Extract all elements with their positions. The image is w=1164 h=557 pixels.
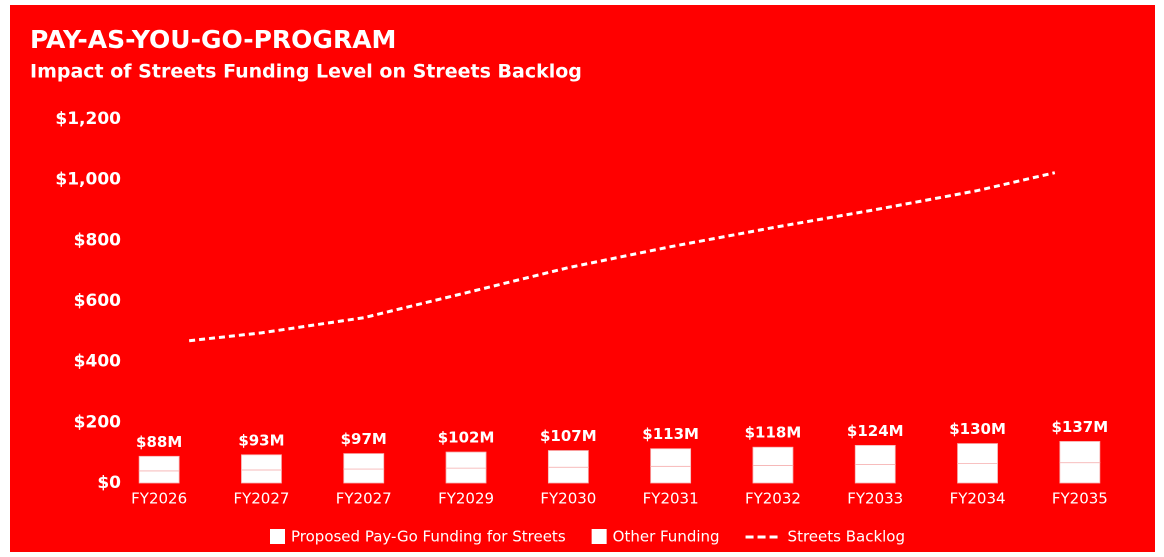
bar-segment (854, 444, 896, 465)
bar-segment (650, 448, 692, 467)
bar-segment (1059, 441, 1101, 464)
chart-title: PAY-AS-YOU-GO-PROGRAM (30, 25, 396, 54)
bar-segment (343, 453, 385, 470)
x-tick-label: FY2035 (1052, 490, 1108, 508)
bar-segment (752, 465, 794, 484)
y-tick-label: $800 (74, 230, 121, 250)
legend-label: Streets Backlog (788, 528, 905, 546)
bar-segment (854, 464, 896, 484)
x-tick-label: FY2031 (643, 490, 699, 508)
y-tick-label: $1,200 (55, 109, 121, 129)
bar-segment (138, 470, 180, 484)
value-label: $124M (847, 422, 904, 440)
value-label: $118M (745, 424, 802, 442)
value-label: $107M (540, 427, 597, 445)
bar-segment (138, 455, 180, 472)
legend-swatch (591, 529, 607, 544)
x-tick-label: FY2029 (438, 490, 494, 508)
x-tick-label: FY2027 (336, 490, 392, 508)
x-tick-label: FY2033 (847, 490, 903, 508)
bar-segment (547, 466, 589, 484)
value-label: $97M (341, 430, 387, 448)
bar-segment (1059, 462, 1101, 484)
bar-segment (343, 468, 385, 484)
bar-segment (957, 463, 998, 484)
y-tick-label: $0 (97, 473, 121, 493)
value-label: $88M (136, 433, 182, 451)
backlog-line (188, 171, 1056, 343)
value-label: $130M (949, 420, 1006, 438)
bar-segment (241, 469, 282, 484)
value-label: $102M (438, 429, 495, 447)
x-tick-label: FY2032 (745, 490, 801, 508)
legend-swatch (270, 529, 285, 544)
x-tick-label: FY2030 (540, 490, 596, 508)
legend-label: Proposed Pay-Go Funding for Streets (291, 528, 566, 546)
x-tick-label: FY2034 (950, 490, 1006, 508)
y-tick-label: $1,000 (55, 170, 121, 190)
x-tick-label: FY2026 (131, 490, 187, 508)
value-label: $93M (238, 431, 284, 449)
bar-segment (957, 443, 998, 464)
bar-segment (445, 451, 487, 469)
chart-subtitle: Impact of Streets Funding Level on Stree… (30, 61, 582, 83)
bar-segment (547, 450, 589, 468)
value-label: $113M (642, 425, 699, 443)
y-tick-label: $600 (74, 291, 121, 311)
x-tick-label: FY2027 (233, 490, 289, 508)
legend-label: Other Funding (613, 528, 720, 546)
value-label: $137M (1052, 418, 1109, 436)
bar-segment (445, 467, 487, 484)
y-tick-label: $400 (74, 352, 121, 372)
bar-segment (650, 465, 692, 484)
bar-segment (752, 446, 794, 466)
bar-segment (241, 454, 282, 471)
y-tick-label: $200 (74, 412, 121, 432)
